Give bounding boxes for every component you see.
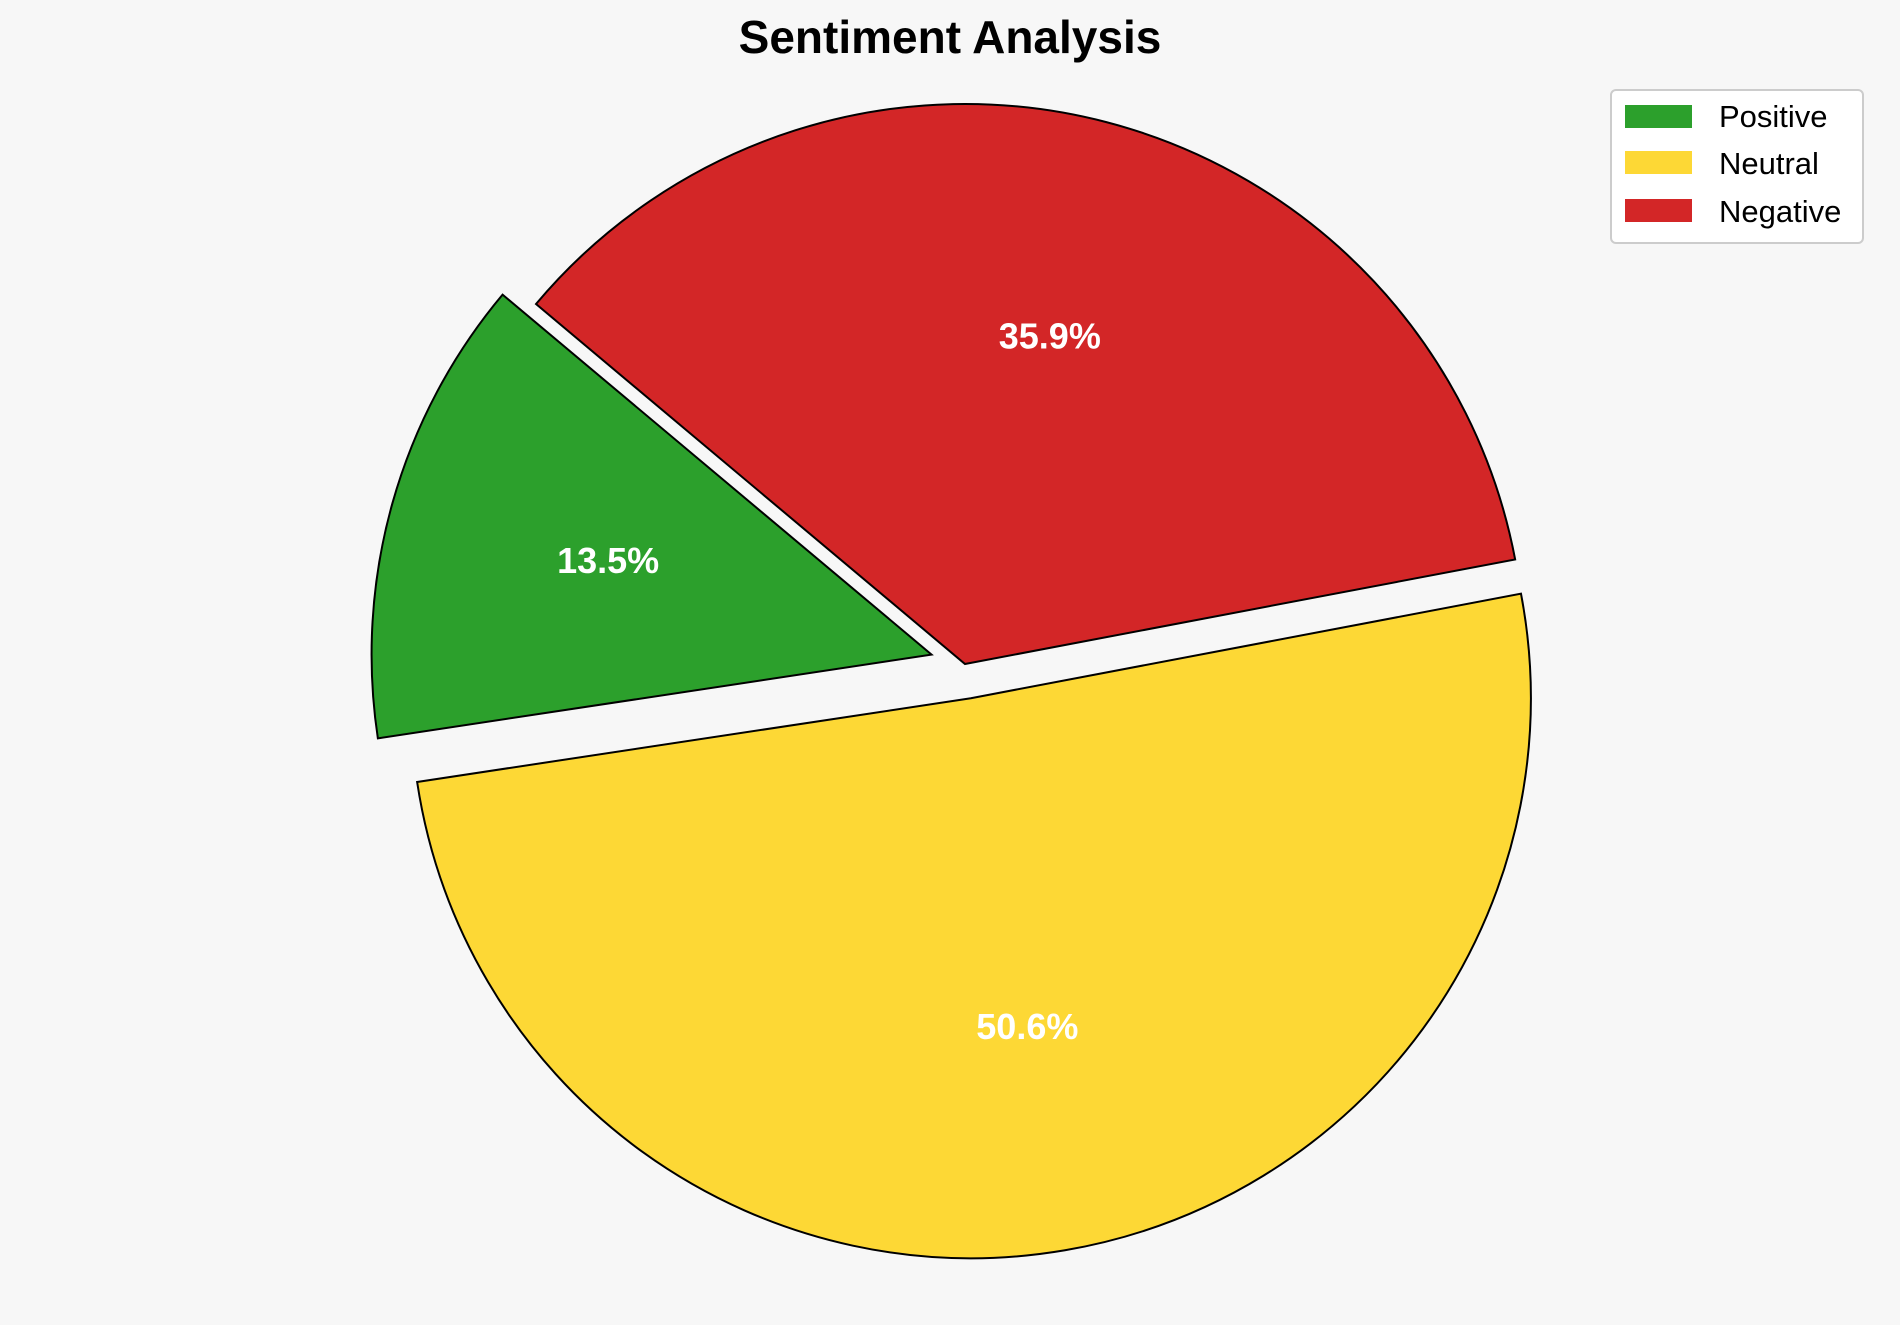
legend-label-negative: Negative (1719, 194, 1841, 229)
legend-swatch-negative (1625, 199, 1692, 222)
legend-label-positive: Positive (1719, 99, 1828, 134)
legend-swatch-positive (1625, 105, 1692, 128)
legend: Positive Neutral Negative (1610, 89, 1864, 244)
slice-label-negative: 35.9% (999, 315, 1101, 356)
chart-title: Sentiment Analysis (739, 11, 1162, 63)
slice-label-positive: 13.5% (557, 540, 659, 581)
pie-slice-negative (534, 103, 1517, 666)
pie-slice-labels: 13.5% 50.6% 35.9% (557, 315, 1101, 1047)
pie-slices (370, 103, 1532, 1260)
legend-item-neutral: Neutral (1625, 146, 1819, 181)
legend-label-neutral: Neutral (1719, 146, 1819, 181)
pie-slice-positive (370, 293, 934, 740)
legend-item-positive: Positive (1625, 99, 1828, 134)
slice-label-neutral: 50.6% (976, 1006, 1078, 1047)
legend-swatch-neutral (1625, 151, 1692, 174)
legend-item-negative: Negative (1625, 194, 1841, 229)
pie-slice-neutral (415, 592, 1532, 1260)
